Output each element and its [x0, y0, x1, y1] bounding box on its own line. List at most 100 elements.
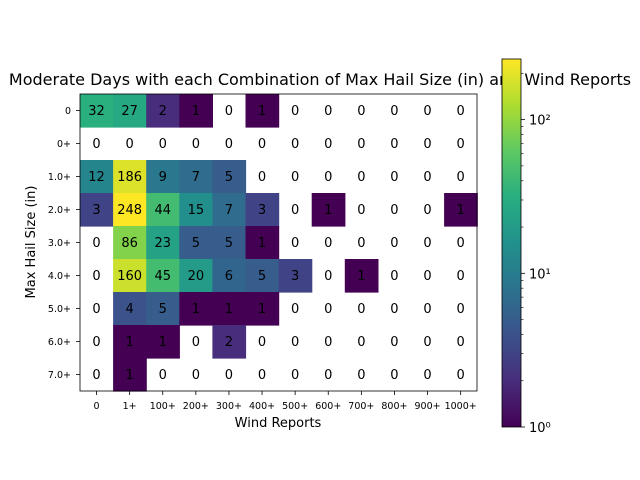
cell-value-label: 20: [188, 269, 205, 284]
heatmap-cell: [212, 193, 247, 227]
cell-value-label: 86: [121, 236, 138, 251]
heatmap-cell: [444, 193, 478, 227]
cell-value-label: 0: [192, 137, 200, 152]
cell-value-label: 23: [154, 236, 171, 251]
heatmap-cell: [245, 259, 280, 293]
x-tick-label: 1+: [123, 401, 137, 412]
cell-value-label: 0: [423, 302, 431, 317]
cell-value-label: 0: [457, 104, 465, 119]
cell-value-label: 0: [92, 236, 100, 251]
cell-value-label: 2: [225, 335, 233, 350]
heatmap-cell: [113, 292, 147, 326]
cell-value-label: 0: [423, 368, 431, 383]
cell-value-label: 0: [92, 137, 100, 152]
cell-value-label: 1: [258, 236, 266, 251]
cell-value-label: 5: [258, 269, 266, 284]
cell-value-label: 0: [159, 368, 167, 383]
cell-value-label: 0: [357, 368, 365, 383]
cell-value-label: 0: [92, 335, 100, 350]
cell-value-label: 0: [423, 104, 431, 119]
cell-value-label: 0: [457, 335, 465, 350]
cell-value-label: 0: [423, 137, 431, 152]
y-tick-label: 7.0+: [48, 370, 71, 381]
cell-value-label: 1: [225, 302, 233, 317]
heatmap-cell: [344, 259, 379, 293]
cell-value-label: 0: [291, 236, 299, 251]
heatmap-cell: [146, 94, 180, 128]
y-tick-label: 3.0+: [48, 238, 71, 249]
cell-value-label: 7: [192, 170, 200, 185]
x-tick-label: 1000+: [445, 401, 477, 412]
x-axis-ticks: 0 1+ 100+ 200+ 300+ 400+ 500+ 600+ 700+ 800+ 900+ 1…: [94, 391, 477, 412]
cell-value-label: 0: [291, 203, 299, 218]
cell-value-label: 0: [258, 170, 266, 185]
cell-value-label: 0: [390, 104, 398, 119]
x-tick-label: 500+: [282, 401, 308, 412]
y-tick-label: 0: [65, 106, 71, 117]
cell-value-label: 1: [258, 302, 266, 317]
cell-value-label: 5: [225, 170, 233, 185]
cell-value-label: 7: [225, 203, 233, 218]
heatmap-cell: [179, 259, 213, 293]
heatmap-cell: [113, 94, 147, 128]
cell-value-label: 0: [92, 302, 100, 317]
x-tick-label: 700+: [348, 401, 374, 412]
heatmap-cell: [212, 160, 247, 194]
heatmap-cell: [146, 226, 180, 260]
cell-value-label: 0: [423, 203, 431, 218]
heatmap-cell: [245, 226, 280, 260]
cell-value-label: 0: [357, 137, 365, 152]
heatmap-cell: [179, 226, 213, 260]
cell-value-label: 0: [291, 302, 299, 317]
cell-value-label: 0: [324, 335, 332, 350]
heatmap-cell: [179, 160, 213, 194]
cell-value-label: 0: [291, 368, 299, 383]
cell-value-label: 0: [291, 104, 299, 119]
heatmap-cell: [146, 259, 180, 293]
heatmap-cell: [212, 325, 247, 359]
cell-value-label: 0: [390, 368, 398, 383]
y-tick-label: 6.0+: [48, 337, 71, 348]
heatmap-cell: [311, 193, 346, 227]
cell-value-label: 248: [117, 203, 142, 218]
cell-value-label: 0: [225, 104, 233, 119]
heatmap-cell: [113, 160, 147, 194]
cell-value-label: 12: [88, 170, 105, 185]
heatmap-cell: [113, 358, 147, 392]
x-tick-label: 300+: [216, 401, 242, 412]
colorbar: [501, 58, 522, 428]
cell-value-label: 0: [324, 368, 332, 383]
cell-value-label: 0: [258, 137, 266, 152]
cell-value-label: 45: [154, 269, 171, 284]
cell-value-label: 0: [192, 368, 200, 383]
cell-value-label: 27: [121, 104, 138, 119]
x-axis-label: Wind Reports: [235, 416, 322, 431]
cell-value-label: 1: [126, 335, 134, 350]
heatmap-cell: [179, 193, 213, 227]
y-axis-ticks: 0 0+ 1.0+ 2.0+ 3.0+ 4.0+ 5.0+ 6.0+ 7.0+: [48, 106, 80, 381]
cell-value-label: 44: [154, 203, 171, 218]
cell-value-label: 0: [357, 335, 365, 350]
x-tick-label: 200+: [183, 401, 209, 412]
cell-value-label: 1: [324, 203, 332, 218]
heatmap-cell: [245, 94, 280, 128]
cell-value-label: 0: [92, 368, 100, 383]
heatmap-cell: [278, 259, 313, 293]
cell-value-label: 0: [324, 269, 332, 284]
cell-value-label: 9: [159, 170, 167, 185]
chart-title: Moderate Days with each Combination of M…: [9, 70, 631, 89]
cell-value-label: 32: [88, 104, 105, 119]
cell-value-label: 0: [225, 137, 233, 152]
cell-value-label: 0: [126, 137, 134, 152]
cell-value-label: 0: [457, 302, 465, 317]
cell-value-label: 0: [324, 236, 332, 251]
cell-value-label: 0: [390, 269, 398, 284]
heatmap-cell: [113, 226, 147, 260]
cell-value-label: 5: [192, 236, 200, 251]
cell-value-label: 0: [423, 269, 431, 284]
cell-value-label: 1: [258, 104, 266, 119]
cell-value-label: 0: [225, 368, 233, 383]
x-tick-label: 900+: [415, 401, 441, 412]
cell-value-label: 3: [258, 203, 266, 218]
